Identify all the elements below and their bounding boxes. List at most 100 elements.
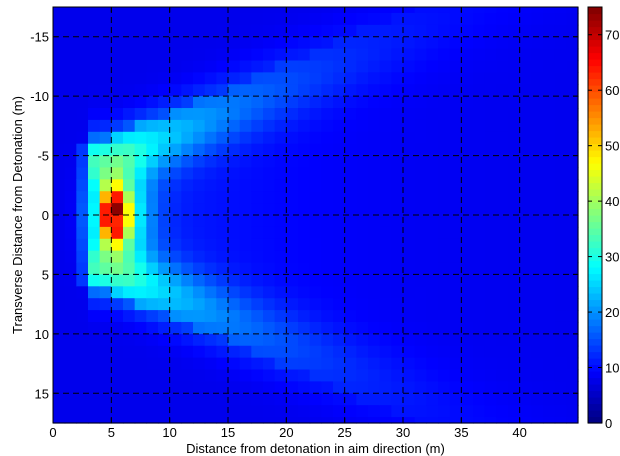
heatmap-cell — [519, 12, 532, 26]
heatmap-cell — [123, 7, 136, 14]
heatmap-cell — [64, 119, 77, 133]
heatmap-cell — [158, 12, 171, 26]
heatmap-cell — [333, 179, 346, 192]
heatmap-cell — [146, 274, 159, 287]
colorbar-swatch — [588, 195, 602, 203]
heatmap-cell — [473, 274, 486, 287]
heatmap-cell — [146, 179, 159, 192]
heatmap-cell — [438, 405, 451, 418]
heatmap-cell — [344, 179, 357, 192]
heatmap-cell — [426, 108, 439, 121]
heatmap-cell — [531, 131, 544, 145]
heatmap-cell — [403, 36, 416, 50]
heatmap-cell — [473, 60, 486, 73]
heatmap-cell — [146, 48, 159, 62]
heatmap-cell — [228, 393, 241, 406]
heatmap-cell — [461, 333, 474, 347]
heatmap-cell — [158, 274, 171, 287]
heatmap-cell — [64, 381, 77, 394]
heatmap-cell — [193, 60, 206, 73]
heatmap-cell — [158, 393, 171, 406]
heatmap-cell — [356, 274, 369, 287]
heatmap-cell — [146, 250, 159, 264]
heatmap-cell — [344, 36, 357, 50]
heatmap-cell — [286, 226, 299, 240]
heatmap-cell — [64, 167, 77, 180]
heatmap-cell — [531, 215, 544, 228]
heatmap-cell — [181, 203, 194, 216]
heatmap-cell — [99, 179, 112, 192]
heatmap-cell — [263, 12, 276, 26]
heatmap-cell — [298, 60, 311, 73]
heatmap-cell — [193, 262, 206, 276]
heatmap-cell — [449, 369, 462, 382]
heatmap-cell — [216, 108, 229, 121]
heatmap-cell — [204, 393, 217, 406]
heatmap-cell — [239, 203, 252, 216]
heatmap-cell — [496, 119, 509, 133]
heatmap-cell — [134, 215, 147, 228]
heatmap-cell — [298, 84, 311, 97]
heatmap-cell — [298, 405, 311, 418]
heatmap-cell — [356, 143, 369, 157]
heatmap-cell — [111, 84, 124, 97]
heatmap-cell — [158, 72, 171, 85]
heatmap-cell — [88, 36, 101, 50]
heatmap-cell — [169, 321, 182, 335]
heatmap-cell — [379, 215, 392, 228]
y-tick-label: 5 — [42, 267, 49, 282]
heatmap-cell — [251, 226, 264, 240]
heatmap-cell — [216, 321, 229, 335]
heatmap-cell — [123, 417, 136, 424]
heatmap-cell — [333, 96, 346, 109]
heatmap-cell — [438, 333, 451, 347]
heatmap-cell — [403, 108, 416, 121]
heatmap-cell — [64, 36, 77, 50]
heatmap-cell — [239, 167, 252, 180]
heatmap-cell — [391, 226, 404, 240]
heatmap-cell — [181, 12, 194, 26]
heatmap-cell — [368, 48, 381, 62]
colorbar-swatch — [588, 208, 602, 216]
heatmap-cells — [53, 7, 579, 424]
heatmap-cell — [286, 310, 299, 323]
heatmap-cell — [228, 274, 241, 287]
heatmap-cell — [88, 108, 101, 121]
heatmap-cell — [286, 108, 299, 121]
y-tick-label: 10 — [35, 327, 49, 342]
heatmap-cell — [321, 96, 334, 109]
heatmap-cell — [461, 96, 474, 109]
heatmap-cell — [274, 250, 287, 264]
heatmap-cell — [531, 333, 544, 347]
heatmap-cell — [554, 310, 567, 323]
heatmap-cell — [169, 345, 182, 359]
heatmap-cell — [321, 191, 334, 204]
heatmap-cell — [403, 12, 416, 26]
heatmap-cell — [204, 7, 217, 14]
heatmap-cell — [519, 167, 532, 180]
heatmap-cell — [228, 96, 241, 109]
heatmap-cell — [193, 310, 206, 323]
heatmap-cell — [239, 298, 252, 311]
heatmap-cell — [519, 226, 532, 240]
heatmap-cell — [531, 226, 544, 240]
heatmap-cell — [298, 238, 311, 252]
heatmap-cell — [426, 321, 439, 335]
heatmap-cell — [414, 321, 427, 335]
heatmap-cell — [158, 226, 171, 240]
heatmap-cell — [251, 108, 264, 121]
heatmap-cell — [146, 96, 159, 109]
heatmap-cell — [344, 119, 357, 133]
heatmap-cell — [193, 345, 206, 359]
heatmap-cell — [426, 24, 439, 38]
heatmap-cell — [461, 12, 474, 26]
heatmap-cell — [204, 250, 217, 264]
heatmap-cell — [76, 298, 89, 311]
heatmap-cell — [519, 60, 532, 73]
heatmap-cell — [286, 238, 299, 252]
heatmap-cell — [519, 238, 532, 252]
heatmap-cell — [64, 333, 77, 347]
heatmap-cell — [321, 108, 334, 121]
heatmap-cell — [368, 143, 381, 157]
heatmap-cell — [426, 381, 439, 394]
